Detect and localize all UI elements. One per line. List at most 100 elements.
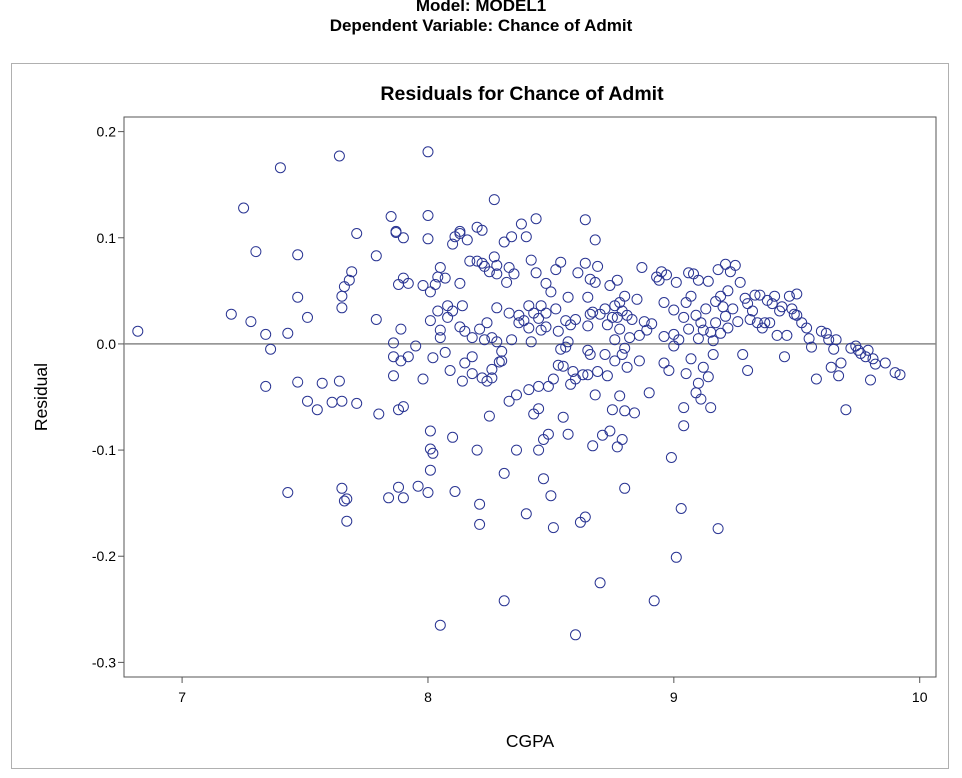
data-point — [562, 291, 574, 303]
data-point — [614, 323, 626, 335]
data-point — [678, 420, 690, 432]
data-point — [692, 377, 704, 389]
data-point — [712, 264, 724, 276]
data-point — [338, 495, 350, 507]
data-point — [582, 369, 594, 381]
y-tick-label: 0.1 — [97, 230, 117, 246]
data-point — [638, 316, 650, 328]
data-point — [720, 310, 731, 322]
data-point — [370, 314, 382, 325]
data-point — [695, 393, 707, 405]
data-point — [508, 268, 520, 280]
data-point — [592, 260, 604, 272]
data-point — [609, 334, 621, 346]
data-point — [488, 251, 500, 263]
data-point — [533, 312, 545, 324]
data-point — [700, 303, 712, 315]
data-point — [511, 444, 522, 456]
data-point — [661, 269, 672, 281]
data-point — [707, 335, 719, 347]
data-point — [471, 255, 483, 267]
data-point — [373, 408, 385, 420]
data-point — [764, 317, 776, 329]
data-point — [621, 361, 633, 373]
data-point — [427, 352, 439, 364]
data-point — [803, 333, 815, 345]
data-point — [835, 357, 847, 369]
data-point — [810, 373, 822, 385]
data-point — [511, 389, 522, 401]
data-point — [501, 276, 513, 288]
data-point — [265, 343, 277, 355]
data-point — [801, 322, 813, 334]
data-point — [587, 306, 599, 318]
data-point — [629, 407, 640, 419]
data-point — [476, 257, 488, 269]
data-point — [533, 444, 545, 456]
y-tick-label: -0.3 — [92, 654, 116, 670]
data-point — [456, 375, 468, 387]
data-point — [538, 473, 549, 485]
data-point — [341, 493, 353, 505]
y-axis: -0.3 -0.2 -0.1 0.0 0.1 0.2 — [92, 124, 124, 670]
data-point — [747, 305, 758, 317]
data-point — [678, 311, 690, 323]
data-point — [867, 353, 879, 365]
data-point — [302, 311, 313, 323]
data-point — [675, 503, 687, 514]
data-point — [648, 595, 660, 607]
data-point — [444, 365, 456, 376]
data-point — [476, 224, 488, 236]
data-point — [466, 332, 478, 344]
data-point — [388, 337, 399, 349]
data-point — [889, 367, 901, 379]
data-point — [739, 292, 751, 304]
data-point — [491, 302, 503, 314]
data-point — [311, 404, 323, 416]
data-point — [479, 334, 490, 346]
data-point — [282, 487, 294, 498]
data-point — [570, 629, 581, 641]
data-point — [225, 308, 237, 320]
data-point — [611, 274, 623, 286]
data-point — [722, 322, 734, 334]
data-point — [466, 351, 478, 363]
data-point — [447, 431, 459, 443]
data-point — [481, 317, 493, 329]
x-tick-label: 9 — [670, 689, 678, 705]
data-point — [523, 384, 535, 396]
data-point — [515, 218, 527, 230]
data-point — [734, 276, 746, 288]
data-point — [715, 327, 727, 339]
data-point — [333, 375, 345, 387]
data-point — [132, 325, 144, 337]
data-point — [626, 314, 638, 325]
data-point — [417, 280, 429, 291]
data-point — [601, 319, 613, 331]
data-point — [424, 464, 436, 476]
data-point — [238, 202, 250, 214]
data-point — [670, 276, 682, 288]
data-point — [552, 359, 564, 371]
data-point — [370, 250, 382, 262]
data-point — [702, 275, 714, 287]
data-point — [653, 274, 665, 286]
data-point — [783, 290, 795, 302]
data-point — [449, 486, 461, 497]
y-tick-label: -0.1 — [92, 442, 116, 458]
data-point — [601, 370, 613, 382]
data-point — [555, 343, 567, 355]
data-point — [474, 323, 486, 335]
data-point — [609, 355, 621, 367]
data-point — [427, 447, 439, 459]
data-point — [685, 353, 697, 365]
data-point — [633, 329, 645, 341]
data-point — [865, 374, 876, 386]
data-point — [464, 255, 476, 267]
data-point — [606, 311, 618, 323]
data-point — [823, 334, 835, 346]
x-tick-label: 10 — [912, 689, 928, 705]
data-point — [710, 317, 722, 329]
data-point — [388, 370, 399, 382]
data-point — [439, 272, 451, 284]
